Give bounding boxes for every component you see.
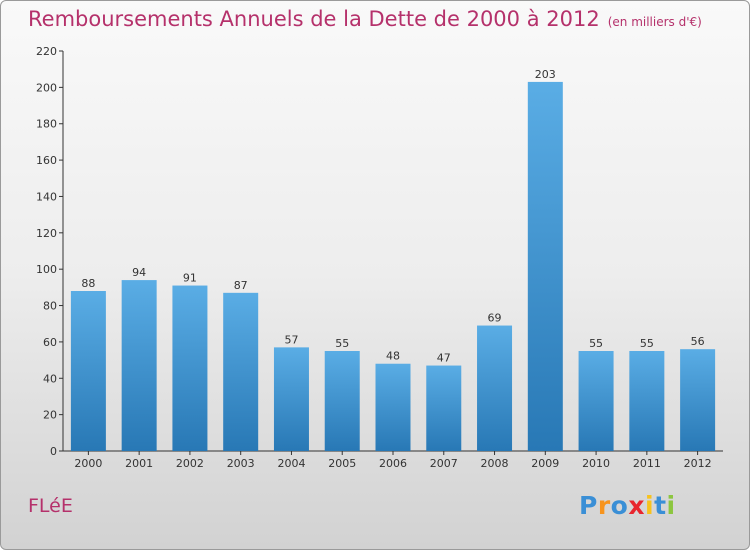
y-tick-label: 80 [43, 300, 57, 313]
y-tick-label: 120 [36, 227, 57, 240]
bars: 88 94 91 87 57 55 48 47 69 203 55 55 56 [70, 68, 716, 451]
logo-letter: r [597, 491, 611, 520]
y-tick-label: 160 [36, 154, 57, 167]
bar-value-label: 56 [691, 335, 705, 348]
y-tick-label: 20 [43, 409, 57, 422]
bar-value-label: 55 [335, 337, 349, 350]
logo-letter: t [654, 491, 667, 520]
logo-letter: i [645, 491, 655, 520]
y-tick-label: 220 [36, 45, 57, 58]
bar-value-label: 69 [488, 312, 502, 325]
x-tick-label: 2001 [125, 457, 153, 470]
x-tick-label: 2007 [430, 457, 458, 470]
bar [375, 363, 411, 451]
logo-letter: x [628, 491, 645, 520]
bar [629, 351, 665, 451]
bar-value-label: 88 [81, 277, 95, 290]
bar [324, 351, 360, 451]
y-tick-label: 200 [36, 81, 57, 94]
bar-value-label: 47 [437, 352, 451, 365]
title-row: Remboursements Annuels de la Dette de 20… [28, 7, 702, 31]
bar-value-label: 55 [640, 337, 654, 350]
axes: 0 20 40 60 80 100 120 140 160 180 200 220 2000 2001 20… [36, 45, 723, 470]
x-tick-label: 2003 [227, 457, 255, 470]
bar [121, 280, 157, 451]
bar [426, 365, 462, 451]
x-tick-label: 2000 [74, 457, 102, 470]
commune-name: FLéE [28, 495, 73, 517]
y-tick-label: 0 [50, 445, 57, 458]
bar-value-label: 57 [284, 333, 298, 346]
x-tick-label: 2010 [582, 457, 610, 470]
bar-value-label: 91 [183, 272, 197, 285]
bar [477, 325, 513, 451]
chart-title: Remboursements Annuels de la Dette de 20… [28, 7, 600, 31]
logo-letter: P [579, 491, 598, 520]
x-tick-label: 2012 [684, 457, 712, 470]
x-tick-label: 2004 [277, 457, 305, 470]
bar-value-label: 55 [589, 337, 603, 350]
logo-letter: o [610, 491, 629, 520]
bar [273, 347, 309, 451]
y-tick-label: 40 [43, 372, 57, 385]
bar-value-label: 94 [132, 266, 146, 279]
bar-value-label: 87 [234, 279, 248, 292]
y-tick-label: 60 [43, 336, 57, 349]
bar-value-label: 48 [386, 350, 400, 363]
y-tick-label: 140 [36, 190, 57, 203]
y-tick-label: 100 [36, 263, 57, 276]
logo-letter: i [666, 491, 676, 520]
bar [527, 81, 563, 451]
x-tick-label: 2008 [481, 457, 509, 470]
x-tick-label: 2009 [531, 457, 559, 470]
x-tick-label: 2011 [633, 457, 661, 470]
bar [172, 285, 208, 451]
bar-value-label: 203 [535, 68, 556, 81]
x-tick-label: 2005 [328, 457, 356, 470]
x-tick-label: 2006 [379, 457, 407, 470]
x-tick-label: 2002 [176, 457, 204, 470]
proxiti-logo: Proxiti [579, 491, 676, 520]
y-tick-label: 180 [36, 118, 57, 131]
bar [223, 292, 259, 451]
chart-subtitle: (en milliers d'€) [607, 15, 702, 29]
bar [70, 291, 106, 451]
bar [680, 349, 716, 451]
bar [578, 351, 614, 451]
